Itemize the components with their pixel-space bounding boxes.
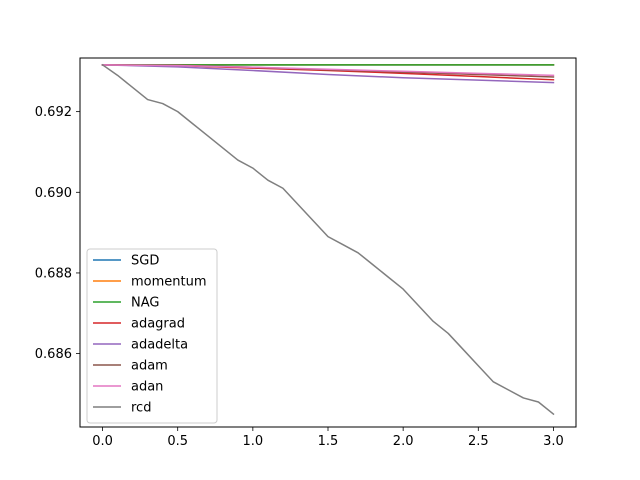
series-layer bbox=[101, 63, 555, 416]
y-tick-label: 0.686 bbox=[35, 347, 72, 362]
series-line-adadelta bbox=[101, 64, 555, 84]
legend-label-adadelta: adadelta bbox=[131, 338, 188, 353]
series-line-rcd bbox=[101, 63, 555, 416]
series-line-adan bbox=[101, 64, 555, 77]
y-tick-label: 0.692 bbox=[35, 105, 72, 120]
legend-label-momentum: momentum bbox=[131, 275, 207, 290]
legend-label-nag: NAG bbox=[131, 296, 159, 311]
x-tick-label: 3.0 bbox=[543, 434, 564, 449]
legend-label-adan: adan bbox=[131, 380, 163, 395]
x-tick-label: 2.5 bbox=[468, 434, 489, 449]
legend-label-rcd: rcd bbox=[131, 401, 151, 416]
y-tick-label: 0.690 bbox=[35, 186, 72, 201]
legend-label-adam: adam bbox=[131, 359, 168, 374]
legend-label-sgd: SGD bbox=[131, 254, 159, 269]
legend-label-adagrad: adagrad bbox=[131, 317, 185, 332]
legend-box bbox=[86, 248, 218, 424]
y-axis: 0.686 0.688 0.690 0.692 bbox=[35, 105, 80, 362]
legend: SGD momentum NAG adagrad adadelta adam adan rcd bbox=[86, 248, 218, 424]
y-tick-label: 0.688 bbox=[35, 266, 72, 281]
x-tick-label: 1.5 bbox=[318, 434, 339, 449]
x-tick-label: 2.0 bbox=[393, 434, 414, 449]
x-tick-label: 1.0 bbox=[243, 434, 264, 449]
x-axis: 0.0 0.5 1.0 1.5 2.0 2.5 3.0 bbox=[92, 427, 564, 449]
x-tick-label: 0.0 bbox=[92, 434, 113, 449]
x-tick-label: 0.5 bbox=[167, 434, 188, 449]
